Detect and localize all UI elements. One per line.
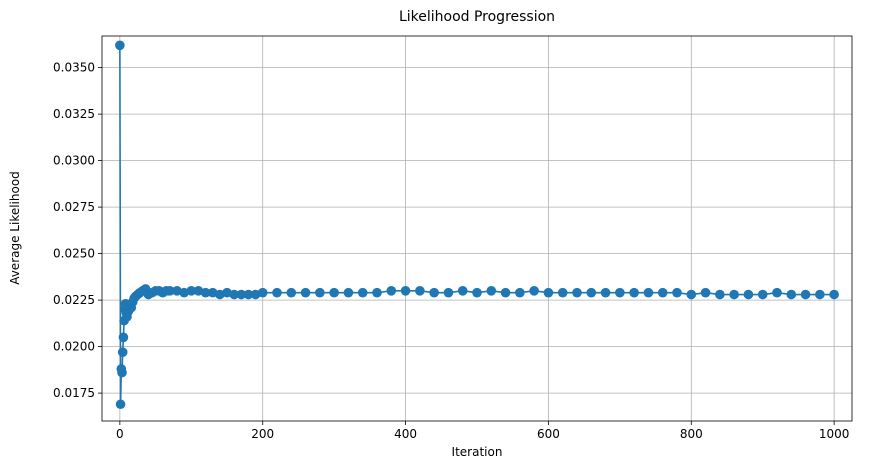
data-point <box>457 286 468 296</box>
data-point <box>543 287 554 298</box>
data-point <box>165 286 175 296</box>
data-point <box>257 287 268 298</box>
data-point <box>800 289 811 300</box>
data-point <box>186 286 197 296</box>
x-tick-label: 800 <box>680 427 703 441</box>
y-tick-label: 0.0275 <box>53 200 95 214</box>
data-point <box>729 289 739 300</box>
data-point <box>115 399 126 410</box>
x-axis: 0 200 400 600 800 1000 <box>116 421 849 441</box>
data-point <box>472 287 482 298</box>
data-point <box>672 287 682 298</box>
plot-frame <box>101 35 853 422</box>
data-point <box>117 367 127 378</box>
data-point <box>315 287 325 298</box>
data-point <box>372 287 382 298</box>
chart-title: Likelihood Progression <box>399 9 555 25</box>
data-point <box>815 289 825 300</box>
y-tick-label: 0.0300 <box>53 154 95 168</box>
data-point <box>400 286 411 296</box>
y-tick-label: 0.0250 <box>53 247 95 261</box>
data-point <box>657 287 668 298</box>
data-point <box>572 287 582 298</box>
data-point <box>343 287 354 298</box>
data-point <box>117 347 128 357</box>
data-point <box>429 287 439 298</box>
data-point <box>357 287 368 298</box>
series-line-group <box>119 45 835 406</box>
y-axis-label: Average Likelihood <box>8 171 22 285</box>
data-point <box>115 40 125 51</box>
gridlines <box>102 36 852 421</box>
y-tick-label: 0.0350 <box>53 61 95 75</box>
x-axis-label: Iteration <box>452 445 503 459</box>
data-point <box>329 287 339 298</box>
data-point <box>118 332 129 343</box>
data-point <box>557 287 568 298</box>
x-tick-label: 400 <box>394 427 417 441</box>
data-point <box>586 287 597 298</box>
y-tick-label: 0.0200 <box>53 340 95 354</box>
data-point <box>643 287 654 298</box>
data-point <box>515 287 525 298</box>
y-tick-label: 0.0225 <box>53 293 95 307</box>
data-point <box>229 289 239 300</box>
data-point <box>486 286 497 296</box>
data-point <box>236 289 247 300</box>
data-point <box>300 287 311 298</box>
data-point <box>629 287 639 298</box>
data-point <box>200 287 211 298</box>
data-point <box>786 289 797 300</box>
point-markers <box>115 40 839 410</box>
data-point <box>700 287 711 298</box>
x-tick-label: 600 <box>537 427 560 441</box>
data-point <box>829 289 839 300</box>
data-point <box>600 287 611 298</box>
data-point <box>500 287 511 298</box>
data-point <box>286 287 297 298</box>
x-tick-label: 1000 <box>819 427 850 441</box>
data-point <box>772 287 782 298</box>
data-point <box>443 287 454 298</box>
data-point <box>243 289 254 300</box>
data-point <box>757 289 768 300</box>
data-point <box>686 289 697 300</box>
data-point <box>615 287 625 298</box>
data-point <box>272 287 282 298</box>
y-tick-label: 0.0175 <box>53 386 95 400</box>
data-point <box>386 286 397 296</box>
data-point <box>715 289 725 300</box>
series-line <box>119 45 835 406</box>
data-point <box>529 286 539 296</box>
data-point <box>415 286 425 296</box>
y-tick-label: 0.0325 <box>53 107 95 121</box>
y-axis: 0.0175 0.0200 0.0225 0.0250 0.0275 0.0300 0.03… <box>53 61 102 400</box>
x-tick-label: 200 <box>251 427 274 441</box>
data-point <box>743 289 754 300</box>
x-tick-label: 0 <box>116 427 124 441</box>
